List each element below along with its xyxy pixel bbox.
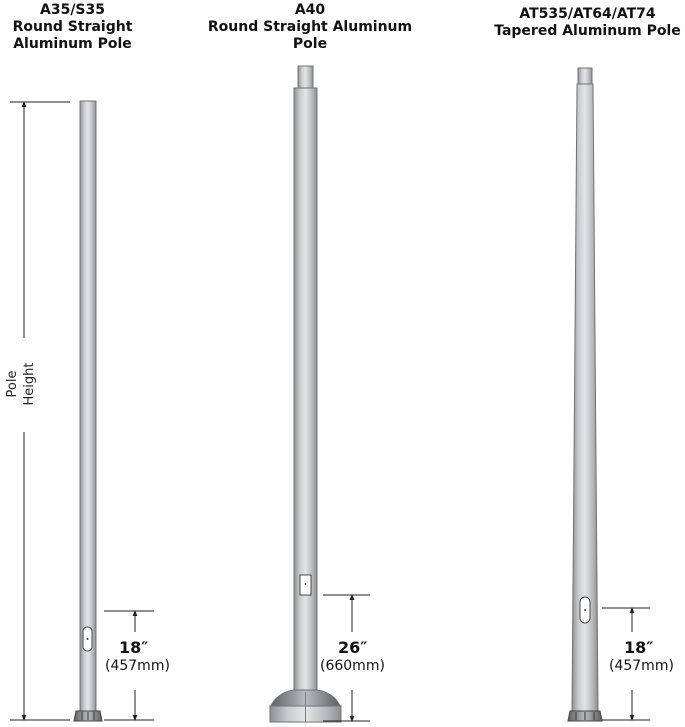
pole-2-title-line-2: Round Straight Aluminum (207, 19, 413, 35)
pole-height-label-line-2: Height (22, 362, 37, 406)
pole-3-dimension-metric: (457mm) (609, 658, 674, 674)
pole-height-dimension (10, 101, 70, 721)
pole-3-drawing (567, 67, 603, 722)
pole-2-title-line-3: Pole (292, 36, 328, 52)
pole-3-handhole-dimension (602, 607, 650, 721)
pole-1-drawing (73, 100, 103, 722)
pole-height-label: Pole Height (4, 354, 44, 414)
pole-1-title-line-2: Round Straight (12, 19, 133, 35)
pole-2-title-line-1: A40 (294, 2, 326, 18)
pole-3-dimension-value: 18″ (624, 638, 654, 657)
pole-1-dimension-value: 18″ (119, 638, 149, 657)
pole-2-dimension-metric: (660mm) (320, 658, 385, 674)
pole-1-title: A35/S35 Round Straight Aluminum Pole (0, 2, 145, 53)
pole-1-dimension-metric: (457mm) (105, 658, 170, 674)
pole-2-handhole-dimension (323, 594, 370, 722)
pole-3-title-line-2: Tapered Aluminum Pole (494, 23, 681, 39)
pole-3-title-line-1: AT535/AT64/AT74 (519, 6, 656, 22)
pole-2-title: A40 Round Straight Aluminum Pole (190, 2, 430, 53)
pole-2-dimension-value: 26″ (338, 638, 368, 657)
pole-2-drawing (269, 65, 342, 723)
pole-1-title-line-3: Aluminum Pole (13, 36, 132, 52)
pole-1-title-line-1: A35/S35 (40, 2, 105, 18)
pole-3-title: AT535/AT64/AT74 Tapered Aluminum Pole (490, 6, 685, 40)
pole-1-handhole-dimension (104, 610, 154, 721)
pole-height-label-line-1: Pole (5, 370, 20, 398)
